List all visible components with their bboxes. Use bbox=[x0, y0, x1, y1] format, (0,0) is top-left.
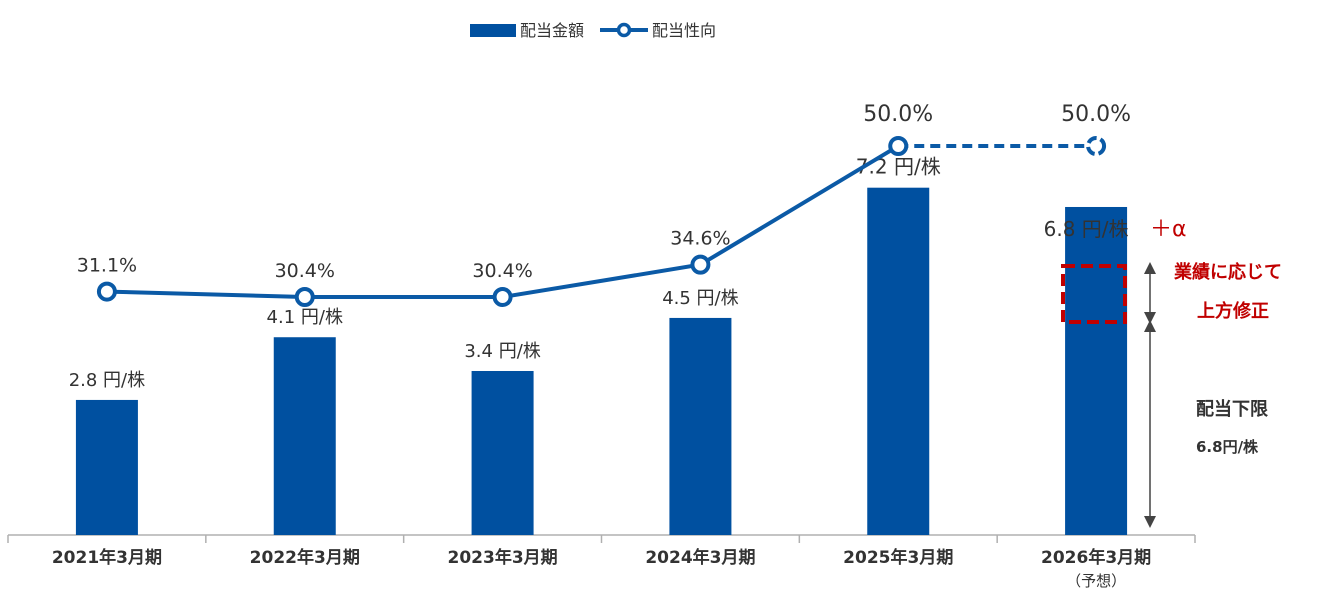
bar-label-4: 4.5 円/株 bbox=[662, 288, 738, 309]
ratio-series: 31.1% 30.4% 30.4% 34.6% 50.0% 50.0% bbox=[77, 102, 1131, 307]
legend-amount-label: 配当金額 bbox=[520, 21, 584, 40]
ratio-label-5: 50.0% bbox=[863, 102, 933, 127]
ratio-point-3 bbox=[492, 287, 513, 307]
x-axis bbox=[7, 534, 1196, 543]
upward-note-line2: 上方修正 bbox=[1197, 300, 1269, 322]
floor-value: 6.8円/株 bbox=[1196, 438, 1259, 456]
ratio-point-1 bbox=[96, 281, 117, 302]
bar-series bbox=[75, 187, 1128, 535]
category-label-5: 2025年3月期 bbox=[843, 547, 953, 568]
ratio-point-2 bbox=[294, 287, 315, 307]
category-label-6: 2026年3月期 bbox=[1041, 547, 1151, 568]
bar-label-3: 3.4 円/株 bbox=[464, 341, 540, 362]
category-label-3: 2023年3月期 bbox=[448, 547, 558, 568]
category-sublabel-6: （予想） bbox=[1066, 572, 1126, 590]
ratio-label-6: 50.0% bbox=[1061, 102, 1131, 127]
legend-line-marker bbox=[616, 22, 632, 38]
bar-1 bbox=[75, 399, 138, 535]
ratio-label-4: 34.6% bbox=[670, 228, 730, 250]
floor-arrow bbox=[1144, 320, 1156, 528]
ratio-point-5 bbox=[888, 136, 909, 156]
bar-6 bbox=[1065, 206, 1128, 535]
ratio-point-4 bbox=[690, 254, 711, 275]
ratio-label-2: 30.4% bbox=[275, 260, 335, 282]
category-label-2: 2022年3月期 bbox=[250, 547, 360, 568]
legend-ratio-label: 配当性向 bbox=[652, 21, 716, 40]
bar-3 bbox=[471, 370, 534, 535]
category-label-1: 2021年3月期 bbox=[52, 547, 162, 568]
plus-alpha-label: ＋α bbox=[1150, 217, 1187, 242]
category-labels: 2021年3月期 2022年3月期 2023年3月期 2024年3月期 2025年3月期… bbox=[52, 547, 1151, 590]
upward-revision-box bbox=[1061, 264, 1127, 324]
bar-labels: 2.8 円/株 4.1 円/株 3.4 円/株 4.5 円/株 7.2 円/株 6.8 円… bbox=[69, 155, 1129, 391]
ratio-point-6 bbox=[1086, 136, 1107, 156]
floor-title: 配当下限 bbox=[1196, 398, 1269, 420]
bar-label-2: 4.1 円/株 bbox=[267, 307, 343, 328]
bar-label-1: 2.8 円/株 bbox=[69, 370, 145, 391]
category-label-4: 2024年3月期 bbox=[645, 547, 755, 568]
bar-5 bbox=[867, 187, 930, 535]
bar-label-6: 6.8 円/株 bbox=[1044, 217, 1129, 241]
ratio-label-1: 31.1% bbox=[77, 255, 137, 277]
legend-bar-swatch bbox=[470, 24, 516, 37]
bar-label-5: 7.2 円/株 bbox=[856, 155, 941, 179]
revision-arrow bbox=[1144, 262, 1156, 324]
bar-4 bbox=[669, 317, 732, 535]
annotations: ＋α 業績に応じて 上方修正 配当下限 6.8円/株 bbox=[1061, 217, 1282, 528]
bar-2 bbox=[273, 337, 336, 535]
upward-note-line1: 業績に応じて bbox=[1173, 261, 1282, 283]
ratio-label-3: 30.4% bbox=[472, 260, 532, 282]
legend: 配当金額 配当性向 bbox=[470, 21, 716, 40]
